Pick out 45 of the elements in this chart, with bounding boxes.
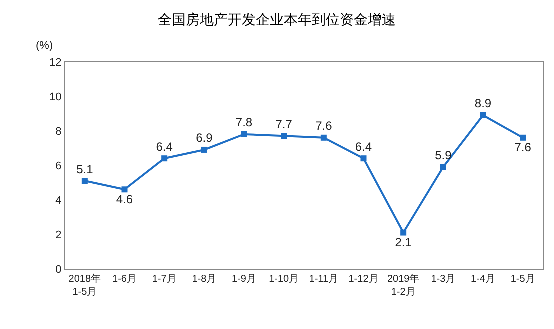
y-tick-label: 4: [56, 194, 62, 207]
data-label: 2.1: [395, 236, 412, 250]
x-tick-label: 2019年 1-2月: [387, 273, 420, 298]
point: [281, 133, 288, 140]
point: [241, 131, 248, 138]
data-label: 8.9: [474, 96, 492, 111]
data-label: 6.4: [355, 140, 372, 154]
x-tick-label: 1-3月: [431, 274, 456, 285]
x-tick-label: 1-6月: [112, 274, 137, 285]
x-tick-label: 1-12月: [348, 274, 379, 285]
data-label: 5.9: [435, 148, 452, 162]
point: [480, 112, 486, 118]
y-tick-label: 8: [56, 126, 62, 138]
point: [162, 156, 168, 162]
data-label: 5.1: [76, 162, 94, 176]
x-tick-label: 1-7月: [152, 274, 177, 285]
chart-title: 全国房地产开发企业本年到位资金增速: [158, 12, 396, 28]
x-tick-label: 1-9月: [232, 274, 256, 285]
point: [82, 178, 88, 184]
point: [201, 146, 208, 153]
y-tick-label: 10: [50, 91, 62, 104]
x-tick-label: 2018年 1-5月: [68, 273, 102, 298]
data-label: 7.6: [316, 119, 333, 134]
y-tick-label: 6: [56, 160, 62, 172]
x-tick-label: 1-8月: [192, 274, 217, 285]
y-tick-label: 2: [56, 229, 62, 242]
data-label: 4.6: [116, 192, 134, 206]
point: [400, 230, 407, 236]
data-label: 6.4: [156, 140, 174, 154]
y-tick-label: 12: [50, 56, 62, 69]
point: [520, 134, 526, 141]
x-tick-label: 1-5月: [510, 274, 536, 285]
y-axis-title: (%): [36, 40, 54, 52]
point: [320, 134, 327, 141]
x-tick-label: 1-4月: [471, 274, 496, 285]
y-tick-label: 0: [56, 264, 62, 276]
point: [122, 186, 128, 193]
data-label: 7.8: [236, 116, 253, 130]
point: [360, 156, 367, 162]
data-label: 6.9: [196, 131, 214, 146]
x-tick-label: 1-11月: [309, 274, 339, 285]
x-tick-label: 1-10月: [269, 274, 300, 285]
data-label: 7.6: [514, 140, 532, 155]
data-label: 7.7: [276, 117, 293, 132]
point: [440, 164, 446, 170]
